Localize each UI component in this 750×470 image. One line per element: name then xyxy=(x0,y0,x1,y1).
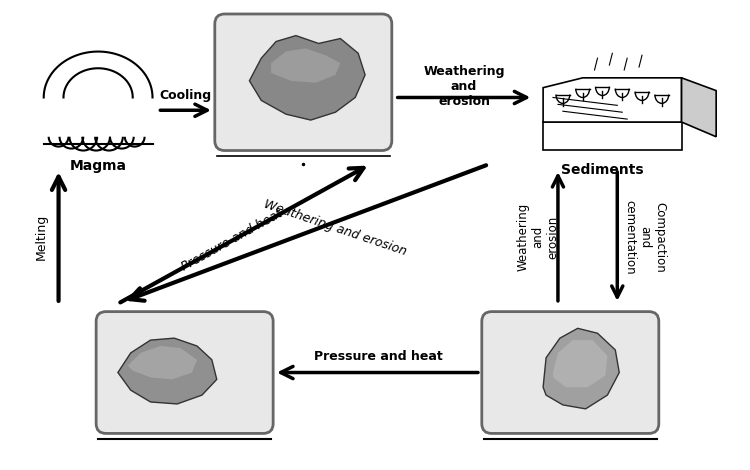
Text: Weathering
and
erosion: Weathering and erosion xyxy=(423,65,505,108)
Text: Pressure and heat: Pressure and heat xyxy=(178,207,284,273)
Polygon shape xyxy=(118,338,217,404)
FancyBboxPatch shape xyxy=(482,312,658,433)
FancyBboxPatch shape xyxy=(96,312,273,433)
Text: Compaction
and
cementation: Compaction and cementation xyxy=(623,200,667,274)
Polygon shape xyxy=(543,122,682,149)
Polygon shape xyxy=(543,78,682,122)
Text: Sediments: Sediments xyxy=(561,163,644,177)
Text: Magma: Magma xyxy=(70,159,127,173)
Polygon shape xyxy=(128,346,197,379)
Polygon shape xyxy=(553,340,608,387)
Polygon shape xyxy=(682,78,716,137)
Polygon shape xyxy=(543,329,620,409)
Polygon shape xyxy=(272,48,340,83)
Text: Pressure and heat: Pressure and heat xyxy=(314,350,442,363)
Polygon shape xyxy=(250,36,365,120)
Text: Weathering
and
erosion: Weathering and erosion xyxy=(517,203,560,271)
Text: Weathering and erosion: Weathering and erosion xyxy=(262,198,409,259)
Text: Melting: Melting xyxy=(35,214,48,260)
Text: Cooling: Cooling xyxy=(159,89,212,102)
FancyBboxPatch shape xyxy=(214,14,392,150)
